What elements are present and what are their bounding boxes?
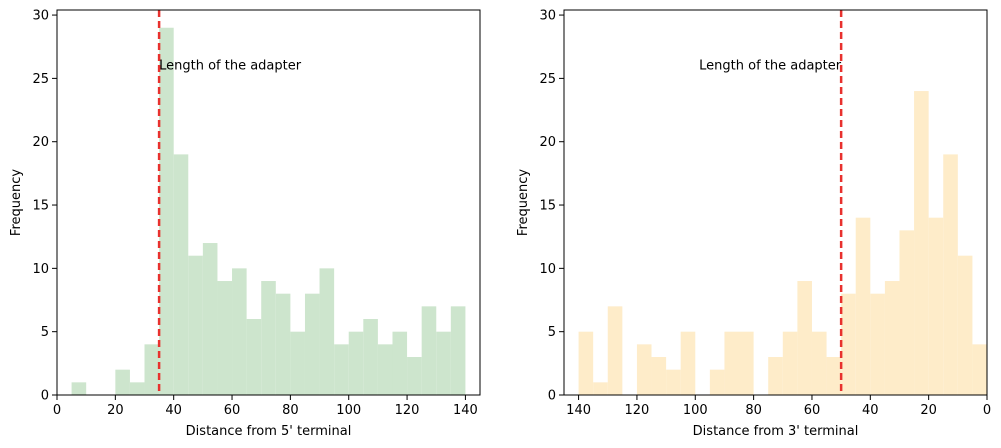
histogram-bar [709, 369, 725, 395]
histogram-bar [607, 306, 623, 395]
x-tick-label: 0 [53, 403, 61, 418]
histogram-bar [407, 357, 422, 395]
x-axis-label: Distance from 5' terminal [186, 424, 352, 439]
axes-frame [563, 9, 988, 396]
histogram-bar [71, 382, 87, 395]
x-tick-label: 140 [566, 403, 591, 418]
y-tick-label: 25 [32, 72, 49, 87]
histogram-bar [724, 331, 754, 395]
histogram-bar [319, 268, 335, 395]
y-tick-label: 15 [539, 199, 556, 214]
x-tick-label: 120 [395, 403, 420, 418]
histogram-bar [899, 230, 915, 395]
histogram-bar [928, 217, 944, 395]
histogram-bar [957, 255, 973, 395]
y-tick-label: 30 [539, 9, 556, 24]
histogram-bar [334, 344, 349, 395]
y-tick-label: 10 [539, 262, 556, 277]
x-tick-label: 120 [625, 403, 650, 418]
histogram-bar [811, 331, 827, 395]
x-axis-label: Distance from 3' terminal [693, 424, 859, 439]
histogram-bar [943, 154, 958, 396]
x-tick-label: 100 [683, 403, 708, 418]
histogram-bar [275, 293, 291, 395]
x-tick-label: 20 [920, 403, 937, 418]
histogram-bar [593, 382, 608, 395]
x-tick-label: 80 [282, 403, 299, 418]
histogram-bar [144, 344, 160, 395]
histogram-bar [782, 331, 798, 395]
histogram-bar [348, 331, 364, 395]
histogram-bar [363, 319, 378, 395]
histogram-bar [636, 344, 652, 395]
histogram-bar [421, 306, 437, 395]
histogram-bar [797, 281, 812, 395]
y-tick-label: 20 [32, 135, 49, 150]
histogram-bar [261, 281, 276, 395]
y-tick-label: 10 [32, 262, 49, 277]
x-tick-label: 40 [862, 403, 879, 418]
y-tick-label: 20 [539, 135, 556, 150]
histogram-bar [436, 331, 451, 395]
x-tick-label: 60 [224, 403, 241, 418]
histogram-bar [232, 268, 247, 395]
axes-frame [56, 9, 481, 396]
histogram-bar [855, 217, 871, 395]
histogram-bar [884, 281, 900, 395]
x-tick-label: 20 [107, 403, 124, 418]
histogram-bar [680, 331, 696, 395]
left-histogram-panel: Length of the adapter 0 20 40 60 80 100 120 140 0… [9, 9, 481, 439]
histogram-bar [129, 382, 145, 395]
x-tick-label: 0 [983, 403, 991, 418]
y-tick-label: 15 [32, 199, 49, 214]
histogram-bar [159, 27, 174, 395]
histogram-bar [450, 306, 466, 395]
y-tick-label: 30 [32, 9, 49, 24]
x-tick-label: 40 [165, 403, 182, 418]
histogram-bar [115, 369, 130, 395]
histogram-bar [972, 344, 987, 395]
histogram-bar [290, 331, 305, 395]
histogram-bar [841, 293, 856, 395]
histogram-bar [217, 281, 233, 395]
adapter-annotation: Length of the adapter [159, 59, 302, 74]
histogram-bar [202, 243, 218, 395]
y-tick-label: 5 [548, 325, 556, 340]
histogram-bar [392, 331, 408, 395]
right-histogram-panel: Length of the adapter 140 120 100 80 60 40 20 0 0… [516, 9, 991, 439]
histogram-bar [188, 255, 203, 395]
histogram-bar [651, 357, 667, 395]
y-tick-label: 25 [539, 72, 556, 87]
y-axis-label: Frequency [9, 169, 24, 236]
x-tick-label: 100 [336, 403, 361, 418]
y-tick-label: 0 [41, 389, 49, 404]
histogram-bar [377, 344, 393, 395]
histogram-bar [246, 319, 262, 395]
histogram-bar [826, 357, 842, 395]
histogram-bar [768, 357, 783, 395]
x-tick-label: 140 [453, 403, 478, 418]
histogram-bar [914, 91, 929, 396]
histogram-bar [304, 293, 320, 395]
y-tick-label: 0 [548, 389, 556, 404]
x-tick-label: 60 [804, 403, 821, 418]
histogram-bar [666, 369, 681, 395]
y-axis-label: Frequency [516, 169, 531, 236]
histogram-bar [578, 331, 594, 395]
x-tick-label: 80 [745, 403, 762, 418]
histogram-bar [173, 154, 189, 396]
y-tick-label: 5 [41, 325, 49, 340]
adapter-annotation: Length of the adapter [699, 59, 842, 74]
histogram-bar [870, 293, 885, 395]
